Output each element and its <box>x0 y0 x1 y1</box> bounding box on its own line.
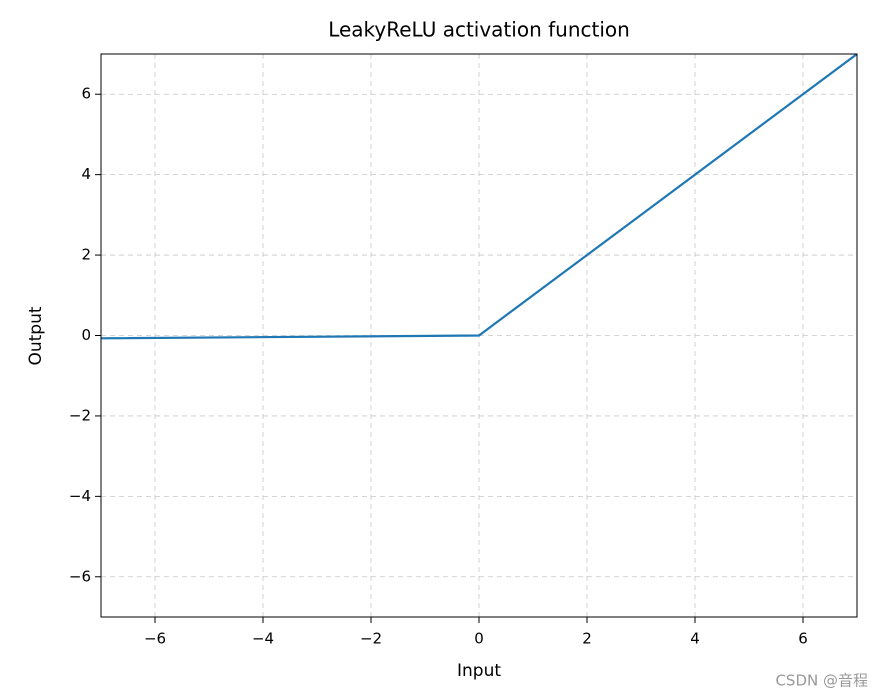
x-tick-label: 0 <box>474 630 484 648</box>
watermark: CSDN @音程 <box>775 672 868 690</box>
x-tick-label: 2 <box>582 630 592 648</box>
x-tick-label: −2 <box>360 630 382 648</box>
y-tick-label: −4 <box>69 487 91 505</box>
x-tick-label: −4 <box>252 630 274 648</box>
y-tick-label: 4 <box>81 165 91 183</box>
y-axis-label: Output <box>26 306 46 365</box>
y-tick-label: −2 <box>69 406 91 424</box>
y-tick-label: 6 <box>81 85 91 103</box>
x-tick-label: −6 <box>144 630 166 648</box>
y-tick-label: −6 <box>69 567 91 585</box>
plot-frame <box>100 53 858 618</box>
x-axis-label: Input <box>457 661 501 681</box>
chart-title: LeakyReLU activation function <box>328 18 630 42</box>
x-tick-label: 6 <box>798 630 808 648</box>
x-tick-label: 4 <box>690 630 700 648</box>
y-tick-label: 0 <box>81 326 91 344</box>
y-tick-label: 2 <box>81 246 91 264</box>
data-line <box>101 54 857 340</box>
